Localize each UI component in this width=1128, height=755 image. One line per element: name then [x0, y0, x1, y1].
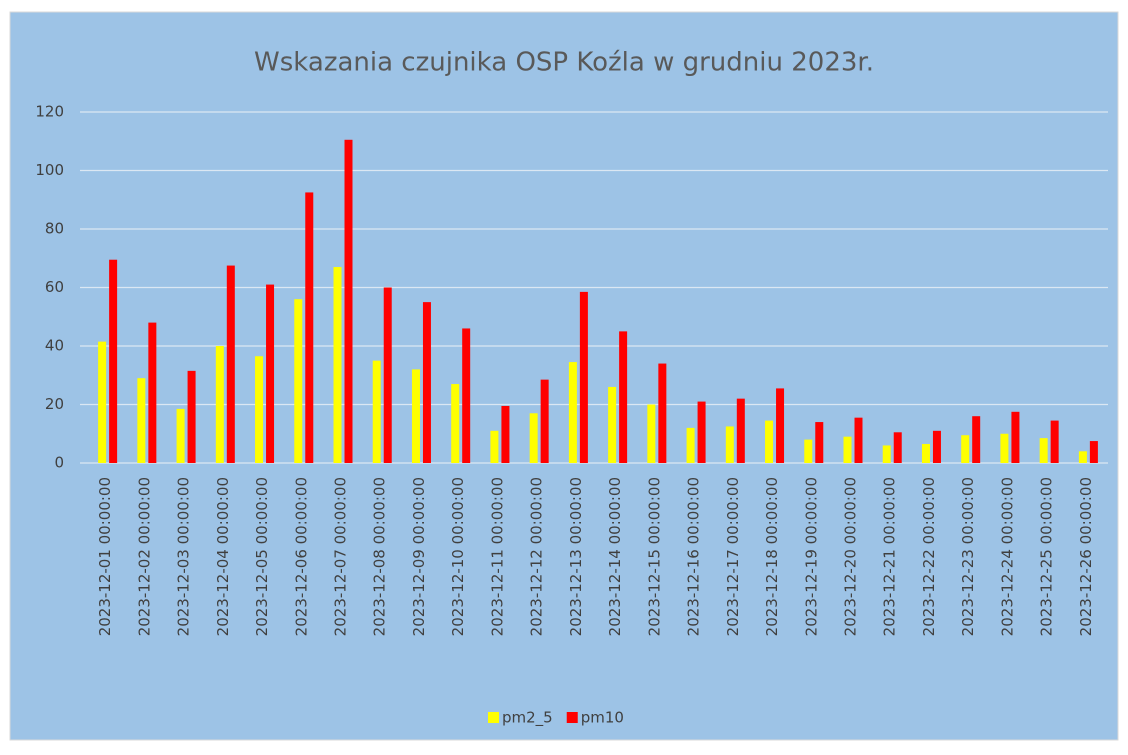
- bar: [932, 430, 941, 463]
- x-tick-label: 2023-12-22 00:00:00: [920, 477, 938, 636]
- x-tick-label: 2023-12-10 00:00:00: [449, 477, 467, 636]
- bar: [843, 436, 852, 463]
- bar: [422, 302, 431, 463]
- bar: [540, 379, 549, 463]
- x-tick-label: 2023-12-20 00:00:00: [842, 477, 860, 636]
- bar: [226, 265, 235, 463]
- x-tick-label: 2023-12-02 00:00:00: [135, 477, 153, 636]
- x-tick-label: 2023-12-26 00:00:00: [1077, 477, 1095, 636]
- x-tick-label: 2023-12-23 00:00:00: [959, 477, 977, 636]
- bar: [344, 139, 353, 463]
- y-tick-label: 80: [45, 220, 64, 238]
- bar: [736, 398, 745, 463]
- bar: [804, 439, 813, 463]
- bar: [1011, 411, 1020, 463]
- y-tick-label: 20: [45, 395, 64, 413]
- x-tick-label: 2023-12-01 00:00:00: [96, 477, 114, 636]
- bar: [619, 331, 628, 463]
- bar: [501, 405, 510, 463]
- y-tick-label: 40: [45, 337, 64, 355]
- bar: [658, 363, 667, 463]
- x-tick-label: 2023-12-24 00:00:00: [998, 477, 1016, 636]
- bar: [579, 291, 588, 463]
- legend-swatch: [566, 712, 578, 723]
- chart-title: Wskazania czujnika OSP Koźla w grudniu 2…: [254, 48, 874, 78]
- bar: [451, 384, 460, 463]
- x-tick-label: 2023-12-05 00:00:00: [253, 477, 271, 636]
- x-tick-label: 2023-12-25 00:00:00: [1038, 477, 1056, 636]
- bar: [961, 435, 970, 463]
- x-tick-label: 2023-12-14 00:00:00: [606, 477, 624, 636]
- bar: [305, 192, 314, 463]
- bar: [1039, 438, 1048, 463]
- x-tick-label: 2023-12-08 00:00:00: [371, 477, 389, 636]
- x-tick-label: 2023-12-11 00:00:00: [488, 477, 506, 636]
- y-tick-label: 60: [45, 278, 64, 296]
- bar: [333, 267, 342, 463]
- bar: [686, 427, 695, 463]
- x-tick-label: 2023-12-12 00:00:00: [528, 477, 546, 636]
- y-tick-label: 120: [35, 103, 64, 121]
- bar: [490, 430, 499, 463]
- bar: [109, 259, 118, 463]
- bar: [882, 445, 891, 463]
- y-tick-label: 100: [35, 161, 64, 179]
- x-tick-label: 2023-12-18 00:00:00: [763, 477, 781, 636]
- bar: [647, 404, 656, 463]
- bar: [176, 408, 185, 463]
- bar: [148, 322, 157, 463]
- bar: [1050, 420, 1059, 463]
- bar: [776, 388, 785, 463]
- legend-swatch: [488, 712, 499, 723]
- bar: [137, 378, 146, 463]
- legend-label: pm10: [581, 709, 624, 727]
- bar: [921, 443, 930, 463]
- bar: [608, 386, 617, 463]
- x-tick-label: 2023-12-06 00:00:00: [292, 477, 310, 636]
- bar: [1000, 433, 1009, 463]
- bar: [697, 401, 706, 463]
- x-tick-label: 2023-12-19 00:00:00: [802, 477, 820, 636]
- bar: [568, 362, 577, 463]
- bar: [972, 416, 981, 463]
- bar: [98, 341, 107, 463]
- x-tick-label: 2023-12-17 00:00:00: [724, 477, 742, 636]
- bar: [372, 360, 381, 463]
- bar: [462, 328, 471, 463]
- x-tick-label: 2023-12-21 00:00:00: [881, 477, 899, 636]
- x-tick-label: 2023-12-04 00:00:00: [214, 477, 232, 636]
- bar: [215, 346, 224, 463]
- bar: [294, 299, 303, 463]
- x-tick-label: 2023-12-09 00:00:00: [410, 477, 428, 636]
- bar: [815, 422, 824, 463]
- x-tick-label: 2023-12-07 00:00:00: [332, 477, 350, 636]
- bar: [1089, 441, 1098, 463]
- x-tick-label: 2023-12-03 00:00:00: [175, 477, 193, 636]
- legend-label: pm2_5: [502, 709, 553, 728]
- bar: [765, 420, 774, 463]
- bar: [725, 426, 734, 463]
- bar: [1078, 451, 1087, 463]
- x-tick-label: 2023-12-15 00:00:00: [645, 477, 663, 636]
- bar: [266, 284, 275, 463]
- bar: [383, 287, 392, 463]
- y-tick-label: 0: [54, 454, 64, 472]
- bar: [529, 413, 538, 463]
- bar: [893, 432, 902, 463]
- x-tick-label: 2023-12-13 00:00:00: [567, 477, 585, 636]
- bar: [255, 356, 264, 463]
- bar: [187, 370, 196, 463]
- bar: [411, 369, 420, 463]
- x-tick-label: 2023-12-16 00:00:00: [685, 477, 703, 636]
- bar: [854, 417, 863, 463]
